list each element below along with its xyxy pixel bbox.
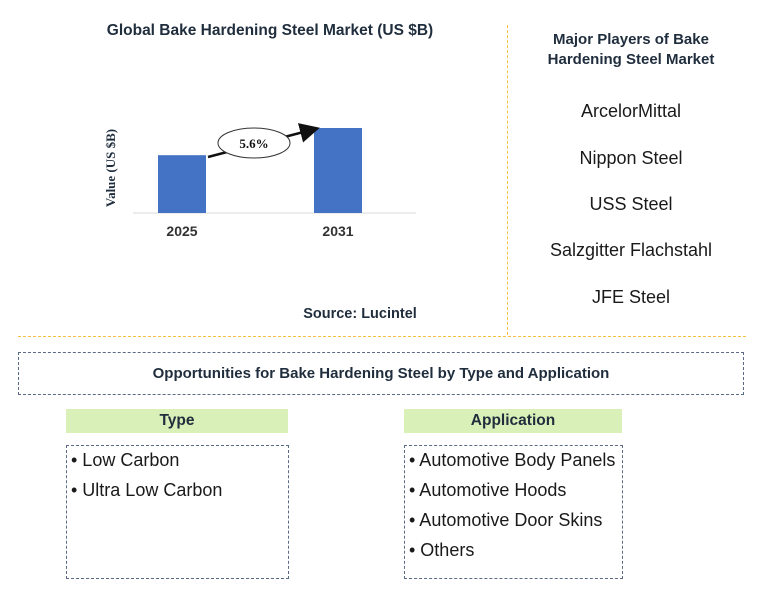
list-item: • Automotive Door Skins bbox=[409, 510, 603, 530]
list-item: • Automotive Hoods bbox=[409, 480, 567, 500]
cagr-bubble bbox=[217, 127, 291, 159]
x-tick-label: 2025 bbox=[166, 223, 197, 239]
cagr-label: 5.6% bbox=[239, 136, 268, 151]
player-name: ArcelorMittal bbox=[580, 101, 682, 121]
horizontal-divider bbox=[18, 336, 746, 337]
bar-2025 bbox=[158, 155, 206, 213]
list-item: • Low Carbon bbox=[71, 450, 180, 470]
application-list: • Automotive Body Panels • Automotive Ho… bbox=[404, 445, 623, 579]
chart-title: Global Bake Hardening Steel Market (US $… bbox=[106, 22, 434, 39]
bar-2031 bbox=[314, 128, 362, 213]
x-tick-label: 2031 bbox=[322, 223, 353, 239]
list-item: • Automotive Body Panels bbox=[409, 450, 616, 470]
vertical-divider bbox=[507, 25, 508, 335]
player-name: JFE Steel bbox=[591, 287, 671, 307]
type-header: Type bbox=[66, 409, 288, 433]
opportunities-title: Opportunities for Bake Hardening Steel b… bbox=[152, 365, 610, 382]
opportunities-banner: Opportunities for Bake Hardening Steel b… bbox=[18, 352, 744, 395]
players-title: Major Players of Bake Hardening Steel Ma… bbox=[547, 31, 715, 68]
list-item: • Others bbox=[409, 540, 475, 560]
player-name: Salzgitter Flachstahl bbox=[549, 240, 713, 260]
list-item: • Ultra Low Carbon bbox=[71, 480, 223, 500]
player-name: USS Steel bbox=[589, 194, 673, 214]
source-note: Source: Lucintel bbox=[303, 306, 417, 322]
player-name: Nippon Steel bbox=[579, 148, 683, 168]
type-list: • Low Carbon • Ultra Low Carbon bbox=[66, 445, 289, 579]
y-axis-label: Value (US $B) bbox=[103, 129, 118, 207]
application-header: Application bbox=[404, 409, 622, 433]
